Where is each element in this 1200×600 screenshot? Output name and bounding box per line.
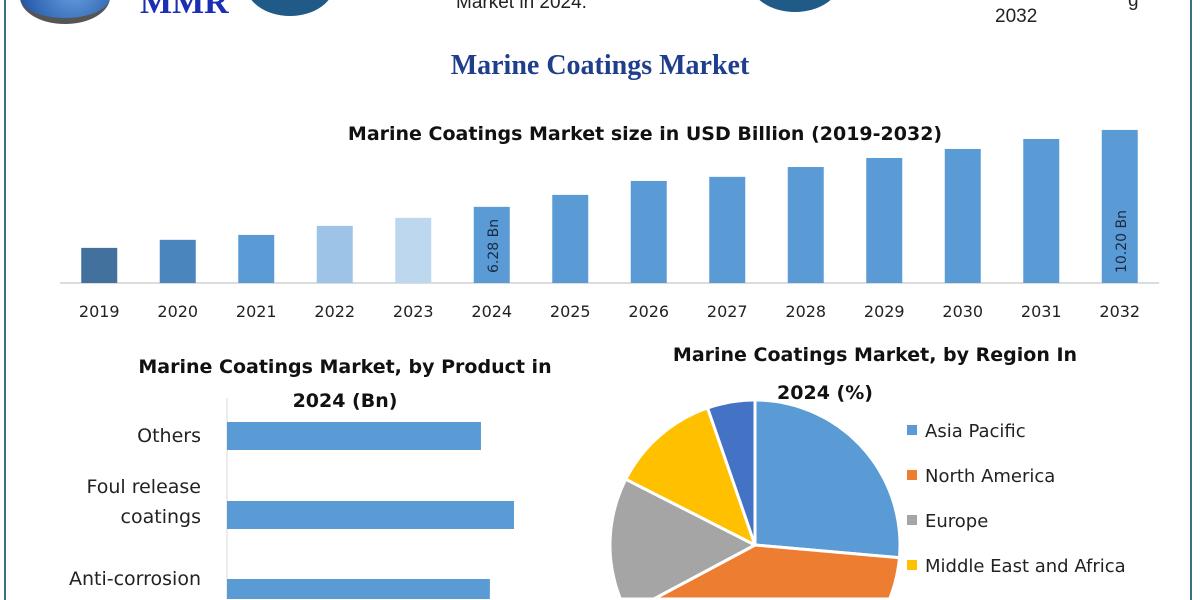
bar-2020: [159, 239, 196, 283]
bar-2024: [473, 206, 510, 283]
product-label: Anti-corrosion: [69, 568, 201, 590]
logo-text: MMR: [140, 0, 229, 21]
bar-2025: [552, 194, 589, 283]
header-fragment-left: Market in 2024.: [456, 0, 587, 13]
region-chart-title-line1: Marine Coatings Market, by Region In: [672, 344, 1078, 366]
bar-2031: [1023, 138, 1060, 283]
data-label-2024: 6.28 Bn: [486, 219, 502, 273]
product-bar: [227, 501, 514, 529]
legend-label: North America: [925, 466, 1055, 487]
product-bar: [227, 422, 481, 450]
x-tick-label: 2022: [314, 302, 355, 321]
pie-slice-middle-east-and-africa: [624, 406, 757, 547]
product-chart-title-line1: Marine Coatings Market, by Product in: [138, 356, 552, 378]
pie-slice-north-america: [652, 543, 901, 600]
x-tick-label: 2020: [157, 302, 198, 321]
product-bar: [227, 579, 490, 599]
x-tick-label: 2023: [393, 302, 434, 321]
legend-swatch: [907, 425, 917, 435]
legend-label: Europe: [925, 511, 988, 532]
x-tick-label: 2027: [707, 302, 748, 321]
x-tick-label: 2026: [628, 302, 669, 321]
x-tick-label: 2031: [1021, 302, 1062, 321]
pie-slice-unlabeled: [706, 398, 757, 547]
bar-2028: [787, 167, 824, 283]
legend-label: Middle East and Africa: [925, 556, 1126, 577]
x-tick-label: 2030: [942, 302, 983, 321]
x-tick-label: 2029: [864, 302, 905, 321]
x-tick-label: 2024: [471, 302, 512, 321]
x-tick-label: 2028: [785, 302, 826, 321]
region-chart-title-line2: 2024 (%): [777, 382, 873, 404]
bar-2019: [81, 247, 118, 283]
bar-2021: [238, 234, 275, 283]
bar-2032: [1101, 129, 1138, 283]
product-label: Others: [137, 425, 201, 447]
pie-slice-europe: [608, 477, 757, 600]
x-tick-label: 2025: [550, 302, 591, 321]
x-tick-label: 2021: [236, 302, 277, 321]
bar-2027: [709, 176, 746, 283]
product-label: Foul release: [86, 476, 201, 498]
bar-2026: [630, 180, 667, 283]
bar-2022: [316, 225, 353, 283]
bar-2023: [395, 217, 432, 283]
legend-swatch: [907, 560, 917, 570]
legend-swatch: [907, 515, 917, 525]
bar-chart-title: Marine Coatings Market size in USD Billi…: [347, 123, 943, 145]
x-tick-label: 2019: [79, 302, 120, 321]
header-fragment-right: 2032: [995, 6, 1038, 27]
product-chart-title-line2: 2024 (Bn): [292, 390, 398, 412]
legend-label: Asia Pacific: [925, 421, 1026, 442]
page-title: Marine Coatings Market: [450, 50, 750, 81]
infographic-frame: [4, 0, 1192, 600]
x-tick-label: 2032: [1099, 302, 1140, 321]
pie-slice-asia-pacific: [753, 398, 902, 560]
product-label: coatings: [121, 506, 201, 528]
legend-swatch: [907, 470, 917, 480]
bar-2030: [944, 148, 981, 283]
bar-2029: [866, 157, 903, 283]
header-fragment-cut: g: [1128, 0, 1139, 11]
data-label-2032: 10.20 Bn: [1114, 210, 1130, 273]
